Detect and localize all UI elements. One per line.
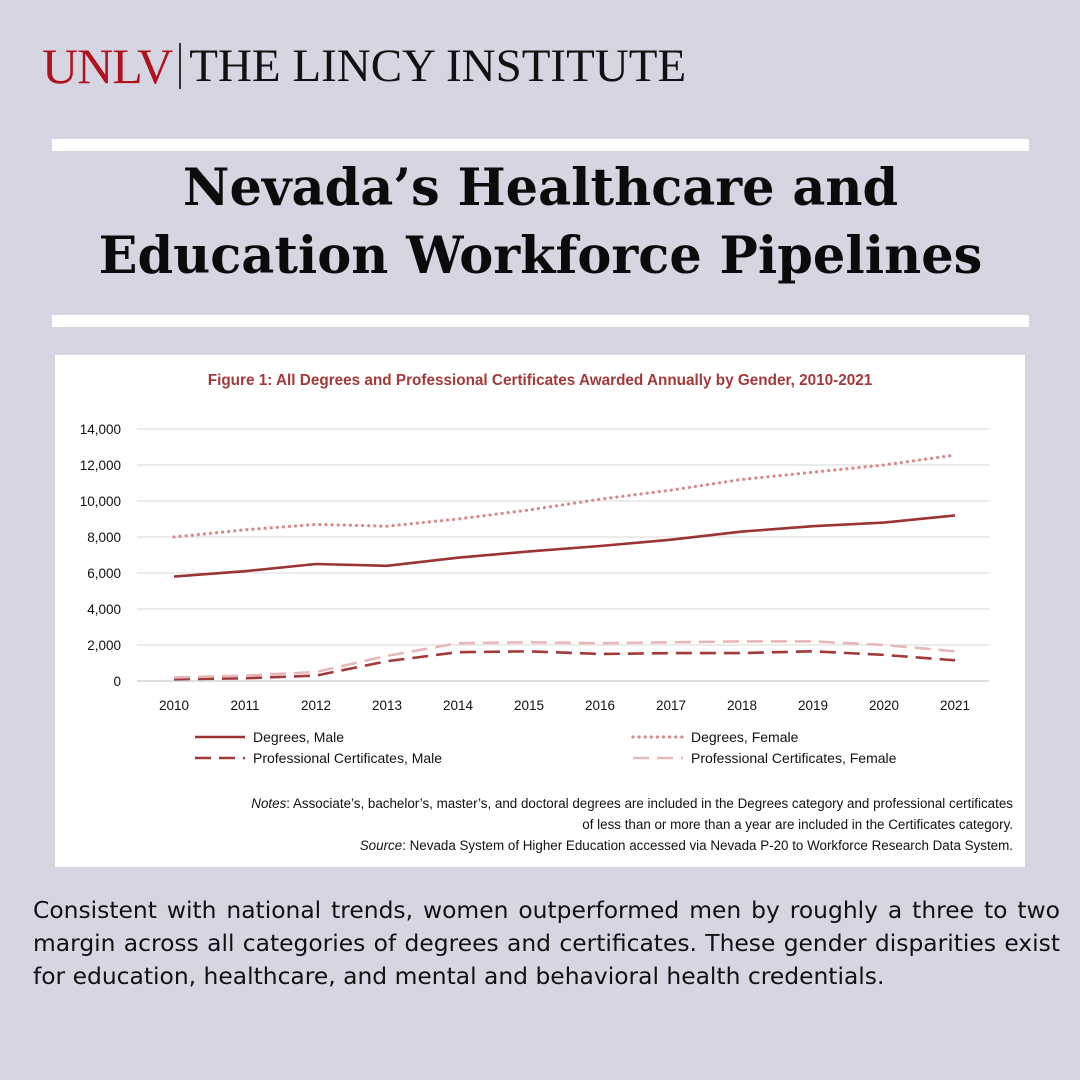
source-line: Source: Nevada System of Higher Educatio… bbox=[67, 835, 1013, 856]
body-paragraph: Consistent with national trends, women o… bbox=[33, 896, 1060, 990]
series-line-4 bbox=[173, 640, 956, 679]
x-tick-label: 2011 bbox=[230, 698, 259, 713]
line-chart: Figure 1: All Degrees and Professional C… bbox=[80, 372, 989, 766]
series-line-1 bbox=[173, 514, 956, 578]
x-tick-label: 2017 bbox=[656, 698, 686, 713]
figure-notes: Notes: Associate’s, bachelor’s, master’s… bbox=[67, 793, 1013, 856]
y-tick-label: 8,000 bbox=[87, 530, 121, 545]
x-tick-label: 2015 bbox=[514, 698, 544, 713]
y-tick-label: 4,000 bbox=[87, 602, 121, 617]
page-title-line-2: Education Workforce Pipelines bbox=[98, 226, 983, 286]
y-tick-label: 6,000 bbox=[87, 566, 121, 581]
chart-title: Figure 1: All Degrees and Professional C… bbox=[208, 372, 873, 389]
notes-line-2: of less than or more than a year are inc… bbox=[582, 817, 1013, 832]
legend-label-2: Degrees, Female bbox=[691, 729, 799, 745]
series-line-3 bbox=[173, 649, 956, 681]
x-tick-label: 2010 bbox=[159, 698, 189, 713]
legend-label-3: Professional Certificates, Male bbox=[253, 750, 442, 766]
header: UNLV THE LINCY INSTITUTE bbox=[42, 36, 686, 96]
institute-name: THE LINCY INSTITUTE bbox=[189, 39, 687, 92]
y-tick-label: 14,000 bbox=[80, 422, 121, 437]
y-tick-label: 10,000 bbox=[80, 494, 121, 509]
page-title-line-1: Nevada’s Healthcare and bbox=[182, 158, 899, 218]
logo-divider bbox=[179, 43, 182, 89]
legend-label-4: Professional Certificates, Female bbox=[691, 750, 897, 766]
title-rule-top bbox=[52, 139, 1029, 151]
notes-label: Notes bbox=[251, 796, 287, 811]
figure-panel: Figure 1: All Degrees and Professional C… bbox=[55, 355, 1025, 867]
y-tick-label: 0 bbox=[113, 674, 121, 689]
x-tick-label: 2018 bbox=[727, 698, 757, 713]
notes-text-1: : Associate’s, bachelor’s, master’s, and… bbox=[286, 796, 1013, 811]
unlv-logo: UNLV bbox=[42, 38, 173, 94]
x-tick-label: 2016 bbox=[585, 698, 615, 713]
y-tick-label: 2,000 bbox=[87, 638, 121, 653]
x-tick-label: 2019 bbox=[798, 698, 828, 713]
source-label: Source bbox=[359, 838, 403, 853]
notes-line-1: Notes: Associate’s, bachelor’s, master’s… bbox=[67, 793, 1013, 814]
x-tick-label: 2014 bbox=[443, 698, 474, 713]
y-tick-label: 12,000 bbox=[80, 458, 121, 473]
page-title: Nevada’s Healthcare and Education Workfo… bbox=[52, 154, 1029, 290]
legend-label-1: Degrees, Male bbox=[253, 729, 344, 745]
x-tick-label: 2020 bbox=[869, 698, 899, 713]
x-tick-label: 2021 bbox=[940, 698, 970, 713]
x-tick-label: 2012 bbox=[301, 698, 331, 713]
x-tick-label: 2013 bbox=[372, 698, 402, 713]
title-rule-bottom bbox=[52, 315, 1029, 327]
source-text: : Nevada System of Higher Education acce… bbox=[402, 838, 1013, 853]
